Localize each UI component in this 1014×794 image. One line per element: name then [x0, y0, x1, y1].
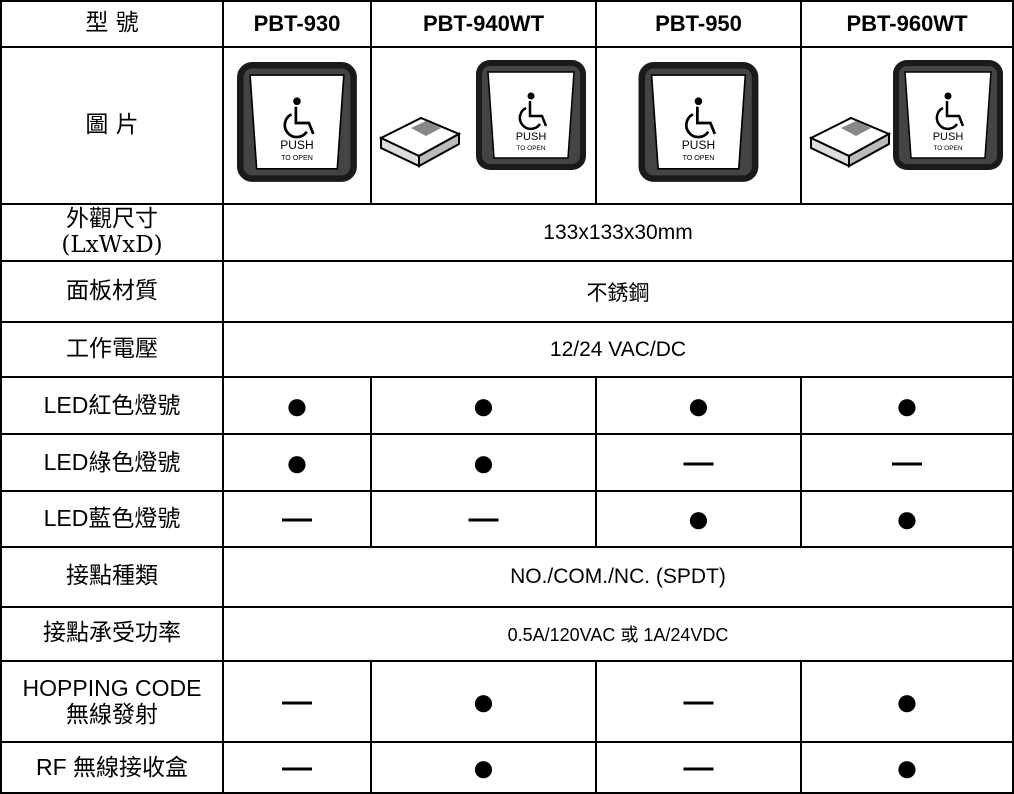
wheelchair-icon: [518, 101, 548, 131]
feature-no: —: [595, 741, 802, 794]
product-image: PUSH TO OPEN: [595, 46, 802, 205]
receiver-box: [808, 116, 892, 168]
product-illustration: PUSH TO OPEN: [237, 62, 357, 182]
box-front: [848, 132, 890, 168]
header-label: 型 號: [0, 0, 224, 48]
feature-yes: ●: [595, 490, 802, 548]
product-image: PUSH TO OPEN: [800, 46, 1014, 205]
row-label: 接點承受功率: [0, 606, 224, 662]
row-label: 工作電壓: [0, 321, 224, 378]
icon-head: [694, 97, 703, 106]
button-text: PUSH: [280, 138, 313, 152]
product-image: PUSH TO OPEN: [222, 46, 372, 205]
image-row: 圖 片 PUSH TO OPEN PUSH TO OPEN PUSH TO OP…: [0, 46, 1014, 205]
spec-row: 接點種類 NO./COM./NC. (SPDT): [0, 546, 1014, 608]
wheelchair-icon: [684, 106, 717, 139]
feature-yes: ●: [370, 376, 597, 435]
box-front: [418, 132, 460, 168]
feature-no: —: [222, 741, 372, 794]
feature-yes: ●: [370, 741, 597, 794]
feature-yes: ●: [370, 660, 597, 743]
button-text: PUSH: [682, 138, 715, 152]
model-header: PBT-930: [222, 0, 372, 48]
feature-no: —: [595, 433, 802, 492]
spec-row: LED綠色燈號 ● ● — —: [0, 433, 1014, 492]
row-label: RF 無線接收盒: [0, 741, 224, 794]
row-label: 面板材質: [0, 260, 224, 323]
push-button: PUSH TO OPEN: [638, 62, 759, 182]
row-label: 外觀尺寸 (LxWxD): [0, 203, 224, 262]
product-image: PUSH TO OPEN: [370, 46, 597, 205]
spec-row: HOPPING CODE 無線發射 — ● — ●: [0, 660, 1014, 743]
model-header: PBT-960WT: [800, 0, 1014, 48]
spec-row: 面板材質 不銹鋼: [0, 260, 1014, 323]
feature-no: —: [222, 660, 372, 743]
model-header: PBT-940WT: [370, 0, 597, 48]
feature-no: —: [370, 490, 597, 548]
spec-value: NO./COM./NC. (SPDT): [222, 546, 1014, 608]
feature-yes: ●: [595, 376, 802, 435]
spec-value: 0.5A/120VAC 或 1A/24VDC: [222, 606, 1014, 662]
spec-row: LED藍色燈號 — — ● ●: [0, 490, 1014, 548]
row-label: LED藍色燈號: [0, 490, 224, 548]
feature-no: —: [595, 660, 802, 743]
feature-yes: ●: [800, 490, 1014, 548]
button-text: PUSH: [933, 131, 964, 143]
header-row: 型 號 PBT-930 PBT-940WT PBT-950 PBT-960WT: [0, 0, 1014, 48]
product-illustration: PUSH TO OPEN: [378, 60, 586, 170]
spec-row: 外觀尺寸 (LxWxD) 133x133x30mm: [0, 203, 1014, 262]
feature-yes: ●: [222, 376, 372, 435]
spec-value: 不銹鋼: [222, 260, 1014, 323]
feature-yes: ●: [370, 433, 597, 492]
button-text: PUSH: [516, 131, 547, 143]
feature-yes: ●: [800, 741, 1014, 794]
feature-yes: ●: [222, 433, 372, 492]
button-text: TO OPEN: [683, 154, 715, 162]
push-button: PUSH TO OPEN: [893, 60, 1003, 170]
row-label: LED綠色燈號: [0, 433, 224, 492]
button-text: TO OPEN: [516, 145, 545, 152]
product-illustration: PUSH TO OPEN: [638, 62, 759, 182]
box-label: [411, 121, 441, 136]
push-button: PUSH TO OPEN: [237, 62, 357, 182]
push-button: PUSH TO OPEN: [476, 60, 586, 170]
row-label: 接點種類: [0, 546, 224, 608]
box-label: [841, 121, 871, 136]
button-text: TO OPEN: [933, 145, 962, 152]
feature-yes: ●: [800, 376, 1014, 435]
spec-row: 接點承受功率 0.5A/120VAC 或 1A/24VDC: [0, 606, 1014, 662]
feature-no: —: [800, 433, 1014, 492]
icon-head: [527, 92, 535, 100]
button-text: TO OPEN: [281, 154, 313, 162]
wheelchair-icon: [283, 106, 315, 139]
spec-row: RF 無線接收盒 — ● — ●: [0, 741, 1014, 794]
feature-yes: ●: [800, 660, 1014, 743]
spec-value: 133x133x30mm: [222, 203, 1014, 262]
product-illustration: PUSH TO OPEN: [808, 60, 1003, 170]
spec-row: 工作電壓 12/24 VAC/DC: [0, 321, 1014, 378]
spec-row: LED紅色燈號 ● ● ● ●: [0, 376, 1014, 435]
feature-no: —: [222, 490, 372, 548]
spec-value: 12/24 VAC/DC: [222, 321, 1014, 378]
row-label: LED紅色燈號: [0, 376, 224, 435]
row-label: HOPPING CODE 無線發射: [0, 660, 224, 743]
icon-head: [293, 97, 301, 106]
receiver-box: [378, 116, 462, 168]
model-header: PBT-950: [595, 0, 802, 48]
row-label: 圖 片: [0, 46, 224, 205]
wheelchair-icon: [935, 101, 965, 131]
icon-head: [944, 92, 952, 100]
